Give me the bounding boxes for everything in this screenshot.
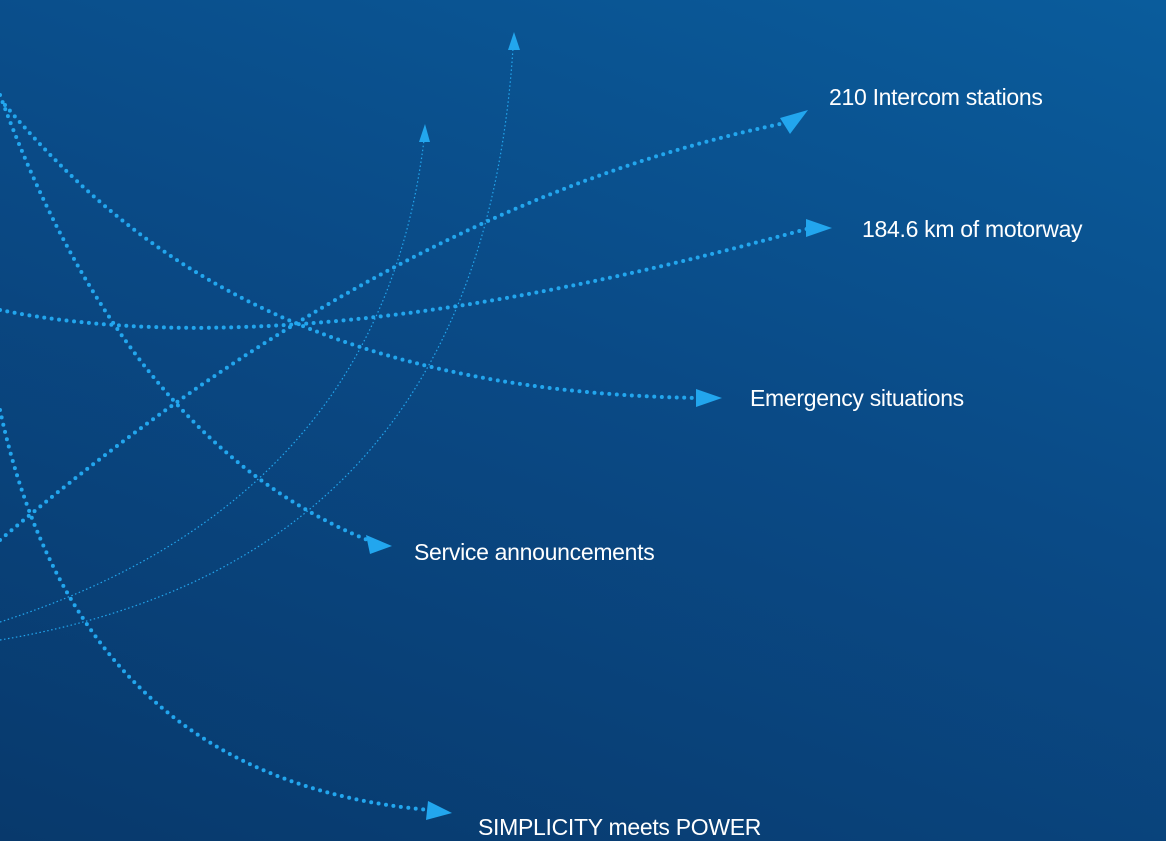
curve	[0, 93, 382, 547]
label: SIMPLICITY meets POWER	[478, 814, 762, 840]
curve	[3, 103, 702, 400]
thin-curve	[0, 139, 425, 623]
arrowhead	[696, 389, 722, 407]
curve	[0, 226, 812, 330]
arrowhead	[426, 801, 452, 820]
arrowhead	[419, 124, 430, 142]
label: Emergency situations	[750, 385, 964, 411]
label: 184.6 km of motorway	[862, 216, 1083, 242]
label: Service announcements	[414, 539, 655, 565]
arrowhead	[806, 219, 832, 237]
curve	[0, 408, 432, 812]
arrowhead	[366, 535, 392, 554]
arrowhead	[780, 110, 808, 134]
arrowhead	[508, 32, 520, 50]
curve	[0, 120, 792, 542]
label: 210 Intercom stations	[829, 84, 1043, 110]
